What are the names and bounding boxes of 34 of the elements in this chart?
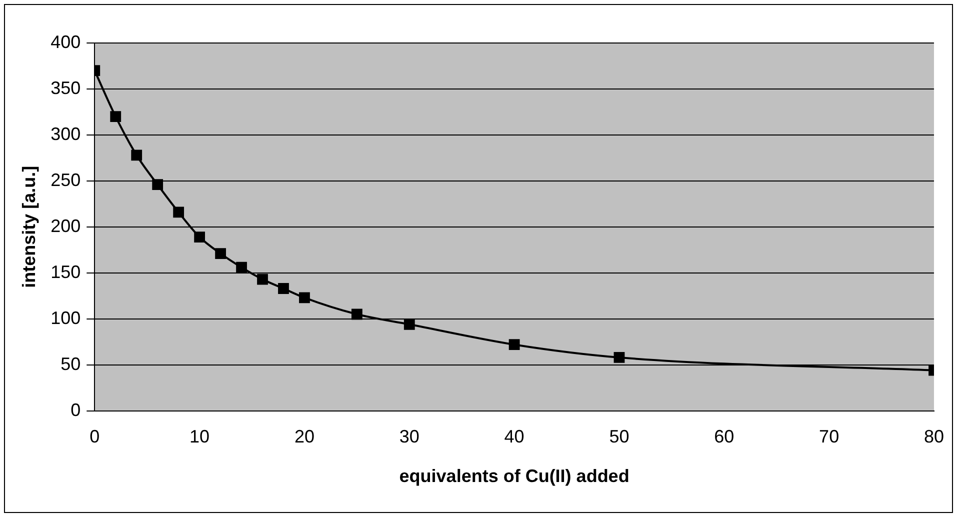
- point: [614, 352, 625, 363]
- point: [131, 150, 142, 161]
- x-tick-label: 10: [190, 426, 210, 447]
- y-tick-label: 50: [60, 354, 81, 374]
- point: [173, 206, 184, 218]
- point: [215, 248, 226, 260]
- x-tick-label: 80: [924, 426, 944, 447]
- x-tick-label: 60: [714, 426, 734, 447]
- x-tick-label: 70: [819, 426, 840, 447]
- y-tick-label: 0: [70, 400, 81, 420]
- point: [236, 262, 247, 273]
- point: [152, 179, 164, 190]
- point: [508, 339, 520, 350]
- y-tick-label: 250: [50, 170, 81, 190]
- point: [404, 318, 415, 330]
- y-tick-label: 300: [50, 124, 81, 144]
- point: [299, 292, 310, 304]
- y-tick-label: 400: [50, 32, 81, 52]
- y-tick-label: 200: [50, 216, 81, 236]
- point: [257, 274, 268, 285]
- x-tick-label: 30: [399, 426, 420, 447]
- y-axis-title: intensity [a.u.]: [18, 166, 39, 288]
- y-tick-label: 100: [50, 308, 81, 328]
- x-tick-label: 20: [294, 426, 314, 447]
- y-tick-label: 350: [50, 78, 81, 98]
- point: [278, 283, 289, 294]
- point: [194, 232, 205, 242]
- x-tick-label: 40: [504, 426, 524, 447]
- x-tick-label: 50: [609, 426, 630, 447]
- y-tick-label: 150: [50, 262, 81, 282]
- x-tick-label: 0: [90, 426, 100, 447]
- x-axis-title: equivalents of Cu(II) added: [399, 466, 630, 486]
- point: [110, 111, 122, 122]
- point: [351, 308, 362, 320]
